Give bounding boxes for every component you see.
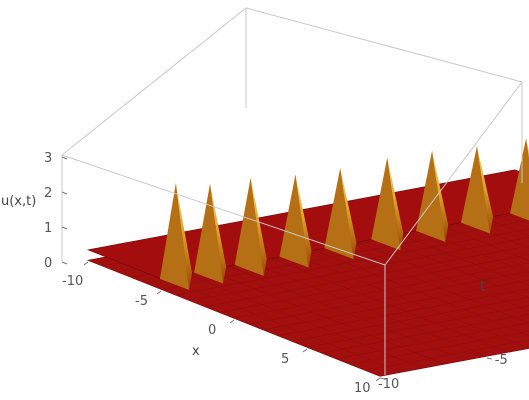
- bounding-box-back: [61, 7, 523, 156]
- z-tick-label: 2: [44, 186, 52, 201]
- peak: [175, 183, 192, 290]
- x-tick-label: 0: [208, 323, 216, 338]
- peak: [387, 157, 404, 251]
- mesh-line: [336, 322, 529, 360]
- z-axis-label: u(x,t): [1, 194, 36, 209]
- peak: [477, 146, 493, 234]
- mesh-line: [379, 348, 529, 377]
- t-tick-label: -10: [378, 377, 399, 392]
- x-tick-mark: [83, 261, 89, 266]
- t-tick-mark: [486, 357, 492, 360]
- z-tick-mark: [61, 191, 68, 195]
- x-tick-mark: [302, 348, 308, 353]
- mesh-line: [292, 296, 529, 342]
- x-tick-mark: [156, 290, 162, 295]
- mesh-line: [263, 279, 529, 331]
- mesh-line: [350, 331, 529, 365]
- mesh-line: [306, 305, 529, 348]
- z-tick-mark: [61, 226, 68, 230]
- x-tick-label: 5: [281, 352, 289, 367]
- surface-floor-layer: [86, 169, 529, 377]
- peak-face: [416, 150, 446, 242]
- x-tick-mark: [375, 377, 381, 382]
- bounding-box-front: [61, 81, 523, 375]
- peak-face: [159, 183, 190, 290]
- peak: [340, 168, 357, 260]
- z-tick-label: 0: [44, 256, 52, 271]
- x-axis-label: x: [192, 344, 200, 359]
- mesh-line: [365, 339, 529, 371]
- x-tick-mark: [229, 319, 235, 324]
- z-tick-label: 3: [44, 151, 52, 166]
- z-tick-mark: [61, 156, 68, 160]
- t-tick-mark: [379, 377, 386, 380]
- peak-face: [371, 157, 401, 251]
- t-axis-label: t: [480, 279, 485, 294]
- peak: [250, 177, 267, 276]
- mesh-line: [248, 271, 529, 325]
- peak-face: [461, 146, 491, 234]
- surface-peaks-layer: [159, 138, 529, 290]
- peak-face: [234, 177, 264, 276]
- peak-face: [279, 174, 309, 268]
- peak-face: [194, 183, 224, 284]
- t-tick-label: -5: [495, 353, 508, 368]
- peak: [295, 174, 312, 268]
- peak: [432, 150, 449, 242]
- x-tick-label: -10: [62, 274, 83, 289]
- peak: [210, 183, 227, 284]
- peak-face: [510, 138, 529, 221]
- z-tick-label: 1: [44, 221, 52, 236]
- mesh-line: [277, 288, 529, 336]
- peak-face: [324, 168, 354, 260]
- x-tick-label: -5: [135, 294, 148, 309]
- mesh-line: [321, 313, 529, 354]
- z-tick-mark: [61, 261, 68, 265]
- x-tick-label: 10: [354, 381, 371, 396]
